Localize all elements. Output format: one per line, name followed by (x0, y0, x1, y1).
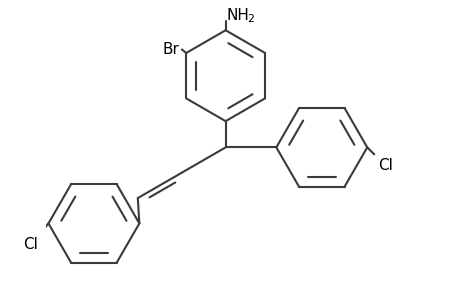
Text: Cl: Cl (23, 236, 38, 251)
Text: NH: NH (226, 8, 249, 23)
Text: Br: Br (162, 42, 179, 57)
Text: 2: 2 (247, 14, 254, 24)
Text: Cl: Cl (377, 158, 392, 173)
